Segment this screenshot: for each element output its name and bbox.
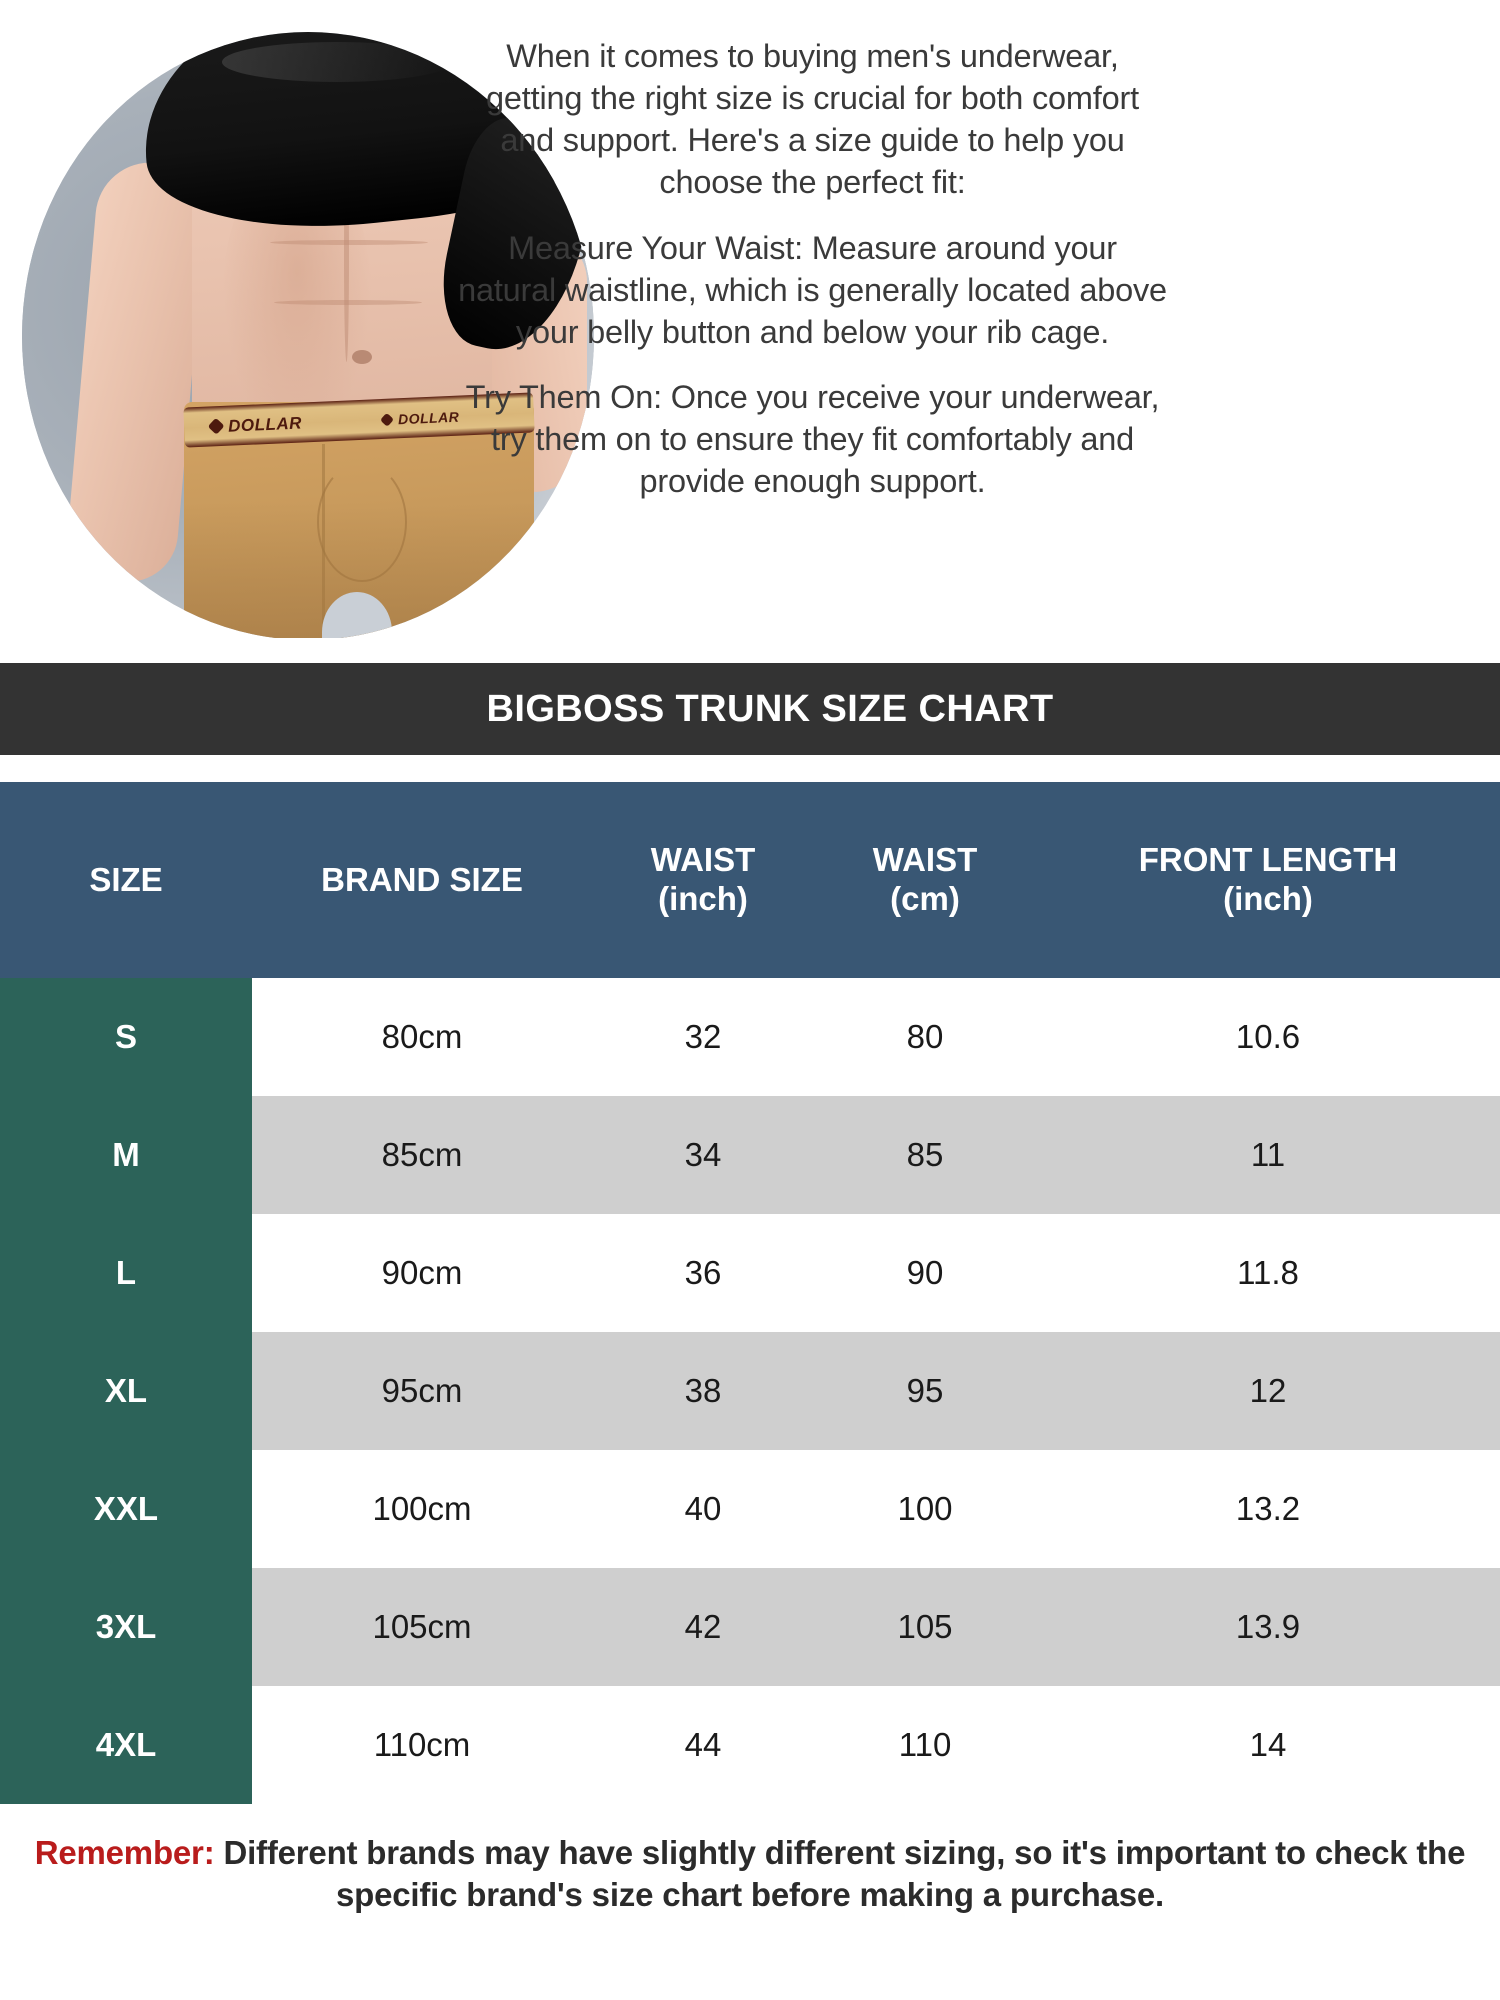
ab-midline <box>344 152 349 362</box>
table-row: L 90cm 36 90 11.8 <box>0 1214 1500 1332</box>
column-header-waist-cm-main: WAIST <box>872 841 978 879</box>
cell-front-length: 11.8 <box>1036 1214 1500 1332</box>
cell-waist-inch: 32 <box>592 978 814 1096</box>
column-header-waist-inch: WAIST (inch) <box>592 782 814 978</box>
intro-paragraph-3: Try Them On: Once you receive your under… <box>465 379 1160 500</box>
cell-size: 4XL <box>0 1686 252 1804</box>
brand-waistband-label: DOLLAR <box>227 413 303 436</box>
product-photo: DOLLAR DOLLAR <box>14 18 594 638</box>
cell-front-length: 14 <box>1036 1686 1500 1804</box>
cell-brand-size: 90cm <box>252 1214 592 1332</box>
cell-front-length: 11 <box>1036 1096 1500 1214</box>
table-row: 3XL 105cm 42 105 13.9 <box>0 1568 1500 1686</box>
cell-size: XL <box>0 1332 252 1450</box>
column-header-waist-inch-sub: (inch) <box>658 880 748 917</box>
cell-waist-inch: 42 <box>592 1568 814 1686</box>
cell-waist-cm: 110 <box>814 1686 1036 1804</box>
table-row: 4XL 110cm 44 110 14 <box>0 1686 1500 1804</box>
cell-waist-cm: 80 <box>814 978 1036 1096</box>
cell-brand-size: 110cm <box>252 1686 592 1804</box>
cell-waist-cm: 85 <box>814 1096 1036 1214</box>
cell-waist-inch: 36 <box>592 1214 814 1332</box>
column-header-front-length-main: FRONT LENGTH <box>1138 841 1398 879</box>
cell-front-length: 13.2 <box>1036 1450 1500 1568</box>
table-header: SIZE BRAND SIZE WAIST (inch) WAIST (cm) … <box>0 782 1500 978</box>
cell-waist-cm: 105 <box>814 1568 1036 1686</box>
column-header-front-length: FRONT LENGTH (inch) <box>1036 782 1500 978</box>
column-header-size-main: SIZE <box>89 860 163 898</box>
intro-text-block: When it comes to buying men's underwear,… <box>455 36 1170 503</box>
cell-waist-inch: 40 <box>592 1450 814 1568</box>
cell-waist-inch: 38 <box>592 1332 814 1450</box>
size-chart-table: SIZE BRAND SIZE WAIST (inch) WAIST (cm) … <box>0 782 1500 1804</box>
cell-waist-cm: 100 <box>814 1450 1036 1568</box>
column-header-brand-size-main: BRAND SIZE <box>321 860 523 898</box>
table-body: S 80cm 32 80 10.6 M 85cm 34 85 11 L 90cm… <box>0 978 1500 1804</box>
column-header-waist-cm-sub: (cm) <box>890 880 960 917</box>
column-header-waist-cm: WAIST (cm) <box>814 782 1036 978</box>
chart-title: BIGBOSS TRUNK SIZE CHART <box>486 687 1054 730</box>
cell-front-length: 13.9 <box>1036 1568 1500 1686</box>
table-row: S 80cm 32 80 10.6 <box>0 978 1500 1096</box>
shirt-highlight <box>222 42 452 82</box>
cell-size: M <box>0 1096 252 1214</box>
cell-front-length: 10.6 <box>1036 978 1500 1096</box>
column-header-size: SIZE <box>0 782 252 978</box>
chart-title-banner: BIGBOSS TRUNK SIZE CHART <box>0 663 1500 755</box>
navel <box>352 350 372 364</box>
cell-front-length: 12 <box>1036 1332 1500 1450</box>
cell-size: S <box>0 978 252 1096</box>
brand-waistband-label-2: DOLLAR <box>397 408 460 428</box>
column-header-brand-size: BRAND SIZE <box>252 782 592 978</box>
intro-paragraph-1: When it comes to buying men's underwear,… <box>486 38 1139 200</box>
remember-note: Remember: Different brands may have slig… <box>0 1832 1500 1916</box>
trunk-pouch-seam <box>317 462 407 582</box>
cell-size: L <box>0 1214 252 1332</box>
circular-photo-frame: DOLLAR DOLLAR <box>22 32 594 638</box>
cell-brand-size: 85cm <box>252 1096 592 1214</box>
remember-label: Remember: <box>34 1834 215 1871</box>
table-row: XL 95cm 38 95 12 <box>0 1332 1500 1450</box>
cell-brand-size: 105cm <box>252 1568 592 1686</box>
intro-section: DOLLAR DOLLAR When it comes to buying me… <box>0 0 1500 660</box>
column-header-waist-inch-main: WAIST <box>650 841 756 879</box>
cell-brand-size: 95cm <box>252 1332 592 1450</box>
brand-logo-mark <box>207 417 225 435</box>
cell-brand-size: 80cm <box>252 978 592 1096</box>
cell-waist-inch: 44 <box>592 1686 814 1804</box>
cell-waist-inch: 34 <box>592 1096 814 1214</box>
column-header-front-length-sub: (inch) <box>1223 880 1313 917</box>
cell-size: XXL <box>0 1450 252 1568</box>
brand-logo-mark <box>379 412 395 427</box>
cell-size: 3XL <box>0 1568 252 1686</box>
table-header-row: SIZE BRAND SIZE WAIST (inch) WAIST (cm) … <box>0 782 1500 978</box>
cell-waist-cm: 90 <box>814 1214 1036 1332</box>
ab-crease <box>270 240 428 245</box>
trunk-vertical-seam <box>322 444 325 638</box>
table-row: XXL 100cm 40 100 13.2 <box>0 1450 1500 1568</box>
intro-paragraph-2: Measure Your Waist: Measure around your … <box>458 229 1167 350</box>
cell-waist-cm: 95 <box>814 1332 1036 1450</box>
table-row: M 85cm 34 85 11 <box>0 1096 1500 1214</box>
cell-brand-size: 100cm <box>252 1450 592 1568</box>
remember-text: Different brands may have slightly diffe… <box>214 1834 1466 1914</box>
